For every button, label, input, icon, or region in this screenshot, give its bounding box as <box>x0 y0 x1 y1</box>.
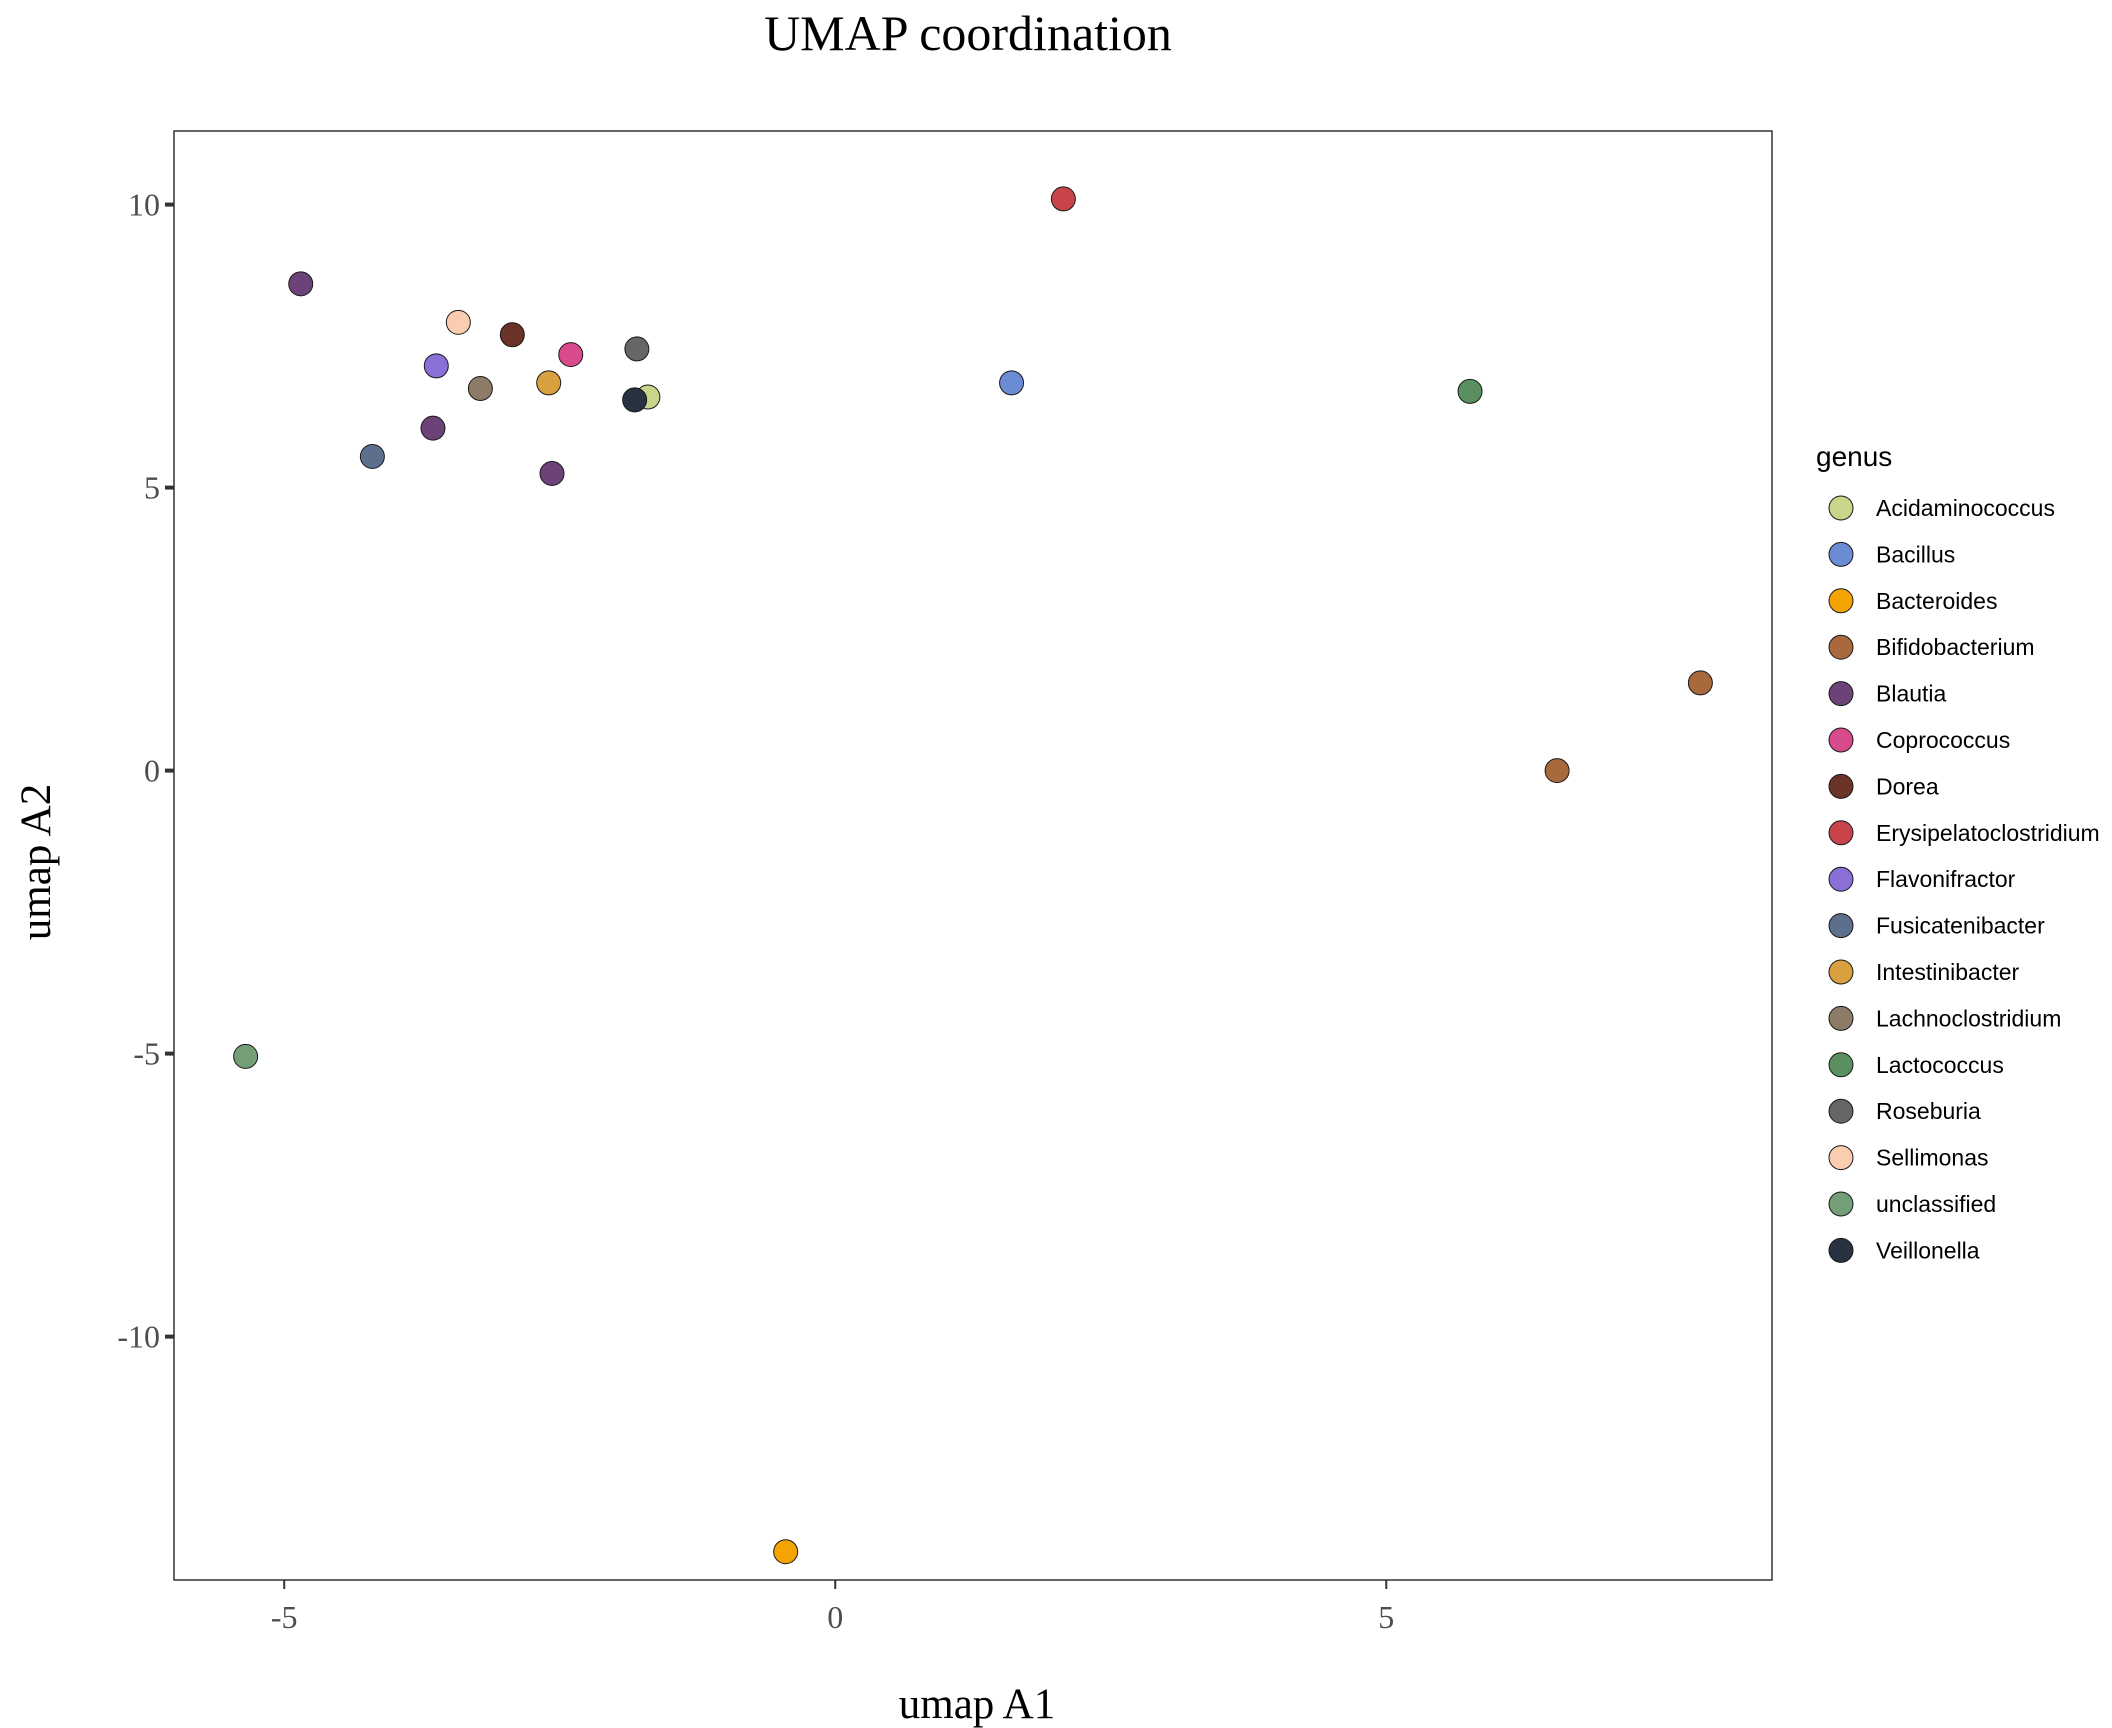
legend-key <box>1828 866 1854 892</box>
point-blautia <box>420 415 446 441</box>
y-tick-label: -10 <box>117 1319 160 1355</box>
legend-key <box>1828 1098 1854 1124</box>
legend: genus Acidaminococcus Bacillus Bacteroides… <box>1816 441 2100 1263</box>
legend-key <box>1828 773 1854 799</box>
legend-label: Bacillus <box>1876 541 1955 567</box>
legend-key <box>1828 1145 1854 1171</box>
chart-title: UMAP coordination <box>764 5 1172 61</box>
legend-key <box>1828 1005 1854 1031</box>
legend-key <box>1828 1052 1854 1078</box>
point-sellimonas <box>445 309 471 335</box>
legend-key <box>1828 727 1854 753</box>
legend-key <box>1828 913 1854 939</box>
legend-label: Veillonella <box>1876 1237 1980 1263</box>
legend-label: Bifidobacterium <box>1876 634 2035 660</box>
legend-label: unclassified <box>1876 1191 1996 1217</box>
x-tick-label: -5 <box>271 1599 298 1635</box>
legend-label: Bacteroides <box>1876 588 1997 614</box>
legend-label: Dorea <box>1876 773 1939 799</box>
legend-label: Erysipelatoclostridium <box>1876 820 2100 846</box>
point-unclassified <box>233 1043 259 1069</box>
point-dorea <box>499 322 525 348</box>
plot-panel-border <box>173 130 1773 1581</box>
point-bacteroides <box>773 1539 799 1565</box>
y-tick-label: -5 <box>133 1036 160 1072</box>
legend-key <box>1828 588 1854 614</box>
legend-label: Sellimonas <box>1876 1145 1989 1171</box>
legend-key <box>1828 820 1854 846</box>
point-bacillus <box>999 370 1025 396</box>
legend-key <box>1828 681 1854 707</box>
x-tick-label: 0 <box>827 1599 843 1635</box>
legend-label: Intestinibacter <box>1876 959 2020 985</box>
legend-key <box>1828 541 1854 567</box>
point-flavonifractor <box>423 353 449 379</box>
point-fusicatenibacter <box>359 443 385 469</box>
legend-key <box>1828 495 1854 521</box>
point-veillonella <box>622 387 648 413</box>
x-axis-title: umap A1 <box>899 1681 1055 1728</box>
x-tick-label: 5 <box>1378 1599 1394 1635</box>
y-tick-label: 10 <box>128 187 160 223</box>
data-points <box>233 186 1713 1565</box>
legend-label: Fusicatenibacter <box>1876 913 2045 939</box>
point-blautia <box>539 460 565 486</box>
point-roseburia <box>624 336 650 362</box>
legend-label: Flavonifractor <box>1876 866 2016 892</box>
y-axis: 10 5 0 -5 -10 <box>117 187 174 1355</box>
x-axis: -5 0 5 <box>271 1580 1394 1635</box>
y-tick-label: 5 <box>144 470 160 506</box>
legend-key <box>1828 959 1854 985</box>
legend-label: Roseburia <box>1876 1098 1981 1124</box>
point-lactococcus <box>1457 378 1483 404</box>
legend-key <box>1828 1191 1854 1217</box>
point-coprococcus <box>558 342 584 368</box>
legend-label: Lactococcus <box>1876 1052 2004 1078</box>
point-lachnoclostridium <box>467 376 493 402</box>
legend-label: Blautia <box>1876 681 1947 707</box>
point-intestinibacter <box>536 370 562 396</box>
legend-key <box>1828 1237 1854 1263</box>
legend-label: Coprococcus <box>1876 727 2010 753</box>
point-bifidobacterium <box>1544 758 1570 784</box>
point-blautia <box>288 271 314 297</box>
legend-label: Acidaminococcus <box>1876 495 2055 521</box>
point-erysipelatoclostridium <box>1050 186 1076 212</box>
legend-key <box>1828 634 1854 660</box>
legend-label: Lachnoclostridium <box>1876 1005 2061 1031</box>
y-tick-label: 0 <box>144 753 160 789</box>
legend-title: genus <box>1816 441 1892 472</box>
y-axis-title: umap A2 <box>13 784 60 940</box>
point-bifidobacterium <box>1687 670 1713 696</box>
